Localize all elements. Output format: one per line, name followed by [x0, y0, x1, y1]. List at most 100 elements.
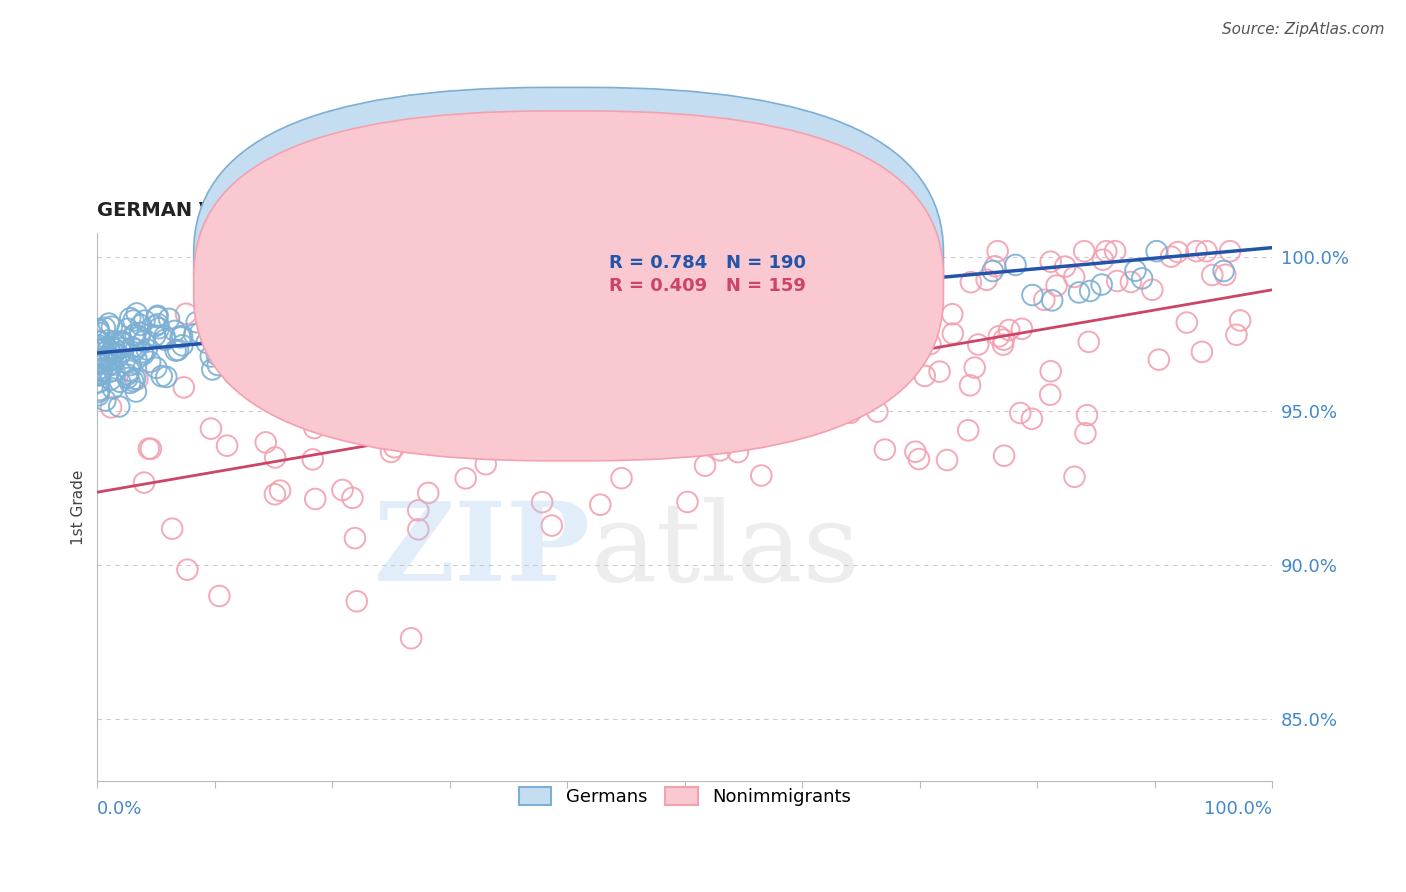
Point — [360, 290, 382, 304]
Point — [97, 343, 120, 357]
Point — [1229, 313, 1251, 327]
Point — [183, 327, 205, 342]
Point — [936, 453, 959, 467]
Point — [94, 351, 117, 365]
Point — [789, 306, 811, 320]
Point — [1191, 344, 1213, 359]
Point — [657, 298, 679, 312]
Point — [231, 332, 253, 346]
Point — [472, 351, 495, 366]
Point — [454, 471, 477, 485]
Point — [263, 271, 285, 285]
Point — [186, 315, 208, 329]
Point — [201, 362, 224, 376]
Point — [1185, 244, 1208, 259]
Point — [307, 295, 329, 310]
Point — [353, 353, 375, 368]
Point — [148, 321, 170, 335]
Text: R = 0.784   N = 190: R = 0.784 N = 190 — [609, 254, 806, 272]
Point — [873, 335, 896, 350]
Point — [744, 316, 766, 330]
Point — [167, 343, 190, 357]
Point — [762, 266, 785, 280]
Point — [200, 350, 222, 364]
Point — [873, 442, 896, 457]
Point — [188, 326, 211, 340]
Point — [98, 345, 121, 359]
Point — [713, 246, 735, 260]
Point — [122, 374, 145, 388]
Point — [1039, 254, 1062, 268]
Point — [484, 284, 506, 298]
Point — [160, 522, 183, 536]
Point — [534, 317, 557, 331]
Point — [304, 421, 326, 435]
Point — [97, 365, 120, 379]
Point — [783, 301, 806, 316]
Point — [1021, 412, 1043, 426]
Point — [398, 315, 420, 329]
Point — [342, 491, 364, 505]
Point — [143, 319, 166, 334]
Point — [610, 471, 633, 485]
Point — [335, 379, 357, 393]
Point — [676, 423, 699, 437]
Point — [815, 342, 838, 356]
Point — [243, 349, 266, 363]
Point — [751, 324, 773, 338]
Point — [209, 315, 232, 329]
Point — [1077, 334, 1099, 349]
Point — [675, 414, 697, 428]
Point — [776, 351, 799, 365]
Point — [91, 351, 114, 366]
Point — [593, 297, 616, 311]
Point — [125, 306, 148, 320]
Point — [804, 264, 827, 278]
Point — [928, 365, 950, 379]
Point — [879, 292, 901, 306]
Legend: Germans, Nonimmigrants: Germans, Nonimmigrants — [512, 780, 858, 814]
Point — [1167, 245, 1189, 260]
Point — [108, 349, 131, 363]
Point — [371, 332, 394, 346]
Point — [531, 495, 554, 509]
Point — [89, 383, 111, 397]
Point — [132, 334, 155, 349]
Point — [150, 369, 173, 384]
Point — [200, 422, 222, 436]
Point — [103, 342, 125, 356]
Point — [1125, 263, 1147, 277]
Point — [98, 353, 121, 368]
Point — [87, 357, 110, 371]
Point — [108, 375, 131, 389]
Point — [172, 338, 194, 352]
Point — [97, 317, 120, 331]
Point — [173, 380, 195, 394]
Point — [269, 483, 291, 498]
Point — [139, 442, 162, 456]
Point — [413, 409, 436, 424]
Point — [101, 319, 124, 334]
Point — [352, 304, 374, 318]
FancyBboxPatch shape — [194, 87, 943, 437]
Point — [128, 330, 150, 344]
Point — [346, 594, 368, 608]
Point — [110, 335, 132, 350]
Point — [981, 264, 1004, 278]
Point — [252, 337, 274, 351]
Point — [165, 343, 187, 358]
Point — [342, 347, 364, 361]
Point — [343, 531, 366, 545]
FancyBboxPatch shape — [520, 238, 873, 304]
Point — [332, 483, 354, 497]
Point — [824, 244, 846, 259]
Point — [87, 376, 110, 390]
Point — [125, 384, 148, 399]
Point — [537, 431, 560, 445]
Point — [90, 364, 112, 378]
Point — [1063, 470, 1085, 484]
Point — [304, 316, 326, 330]
Point — [1074, 426, 1097, 441]
Point — [1215, 268, 1237, 282]
Text: Source: ZipAtlas.com: Source: ZipAtlas.com — [1222, 22, 1385, 37]
